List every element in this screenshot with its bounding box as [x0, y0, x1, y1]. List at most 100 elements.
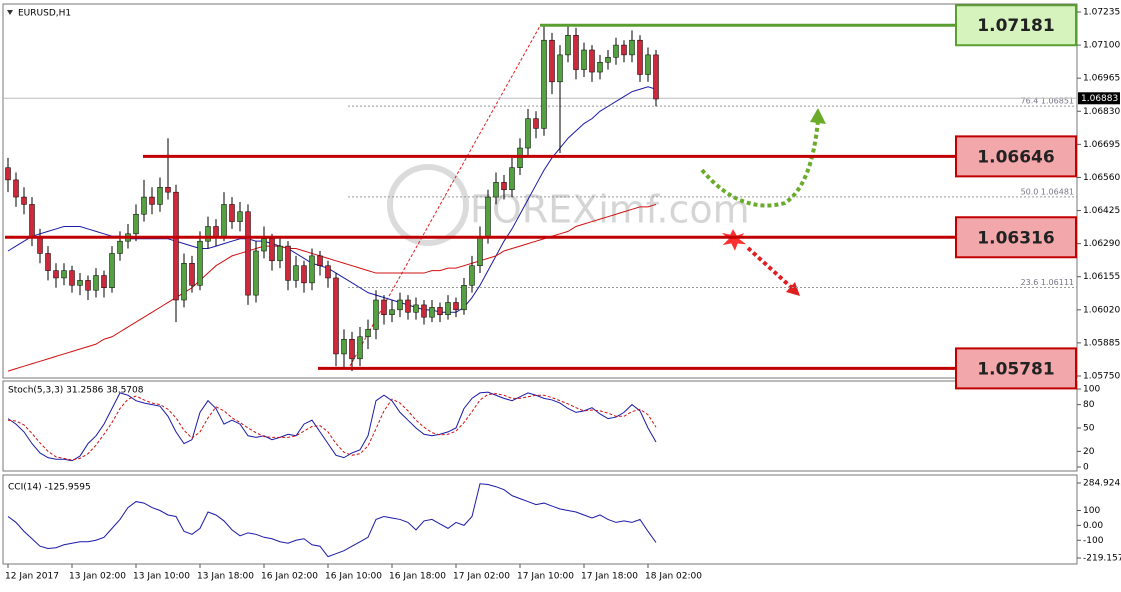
candle-body — [221, 204, 227, 237]
cci-title: CCI(14) -125.9595 — [8, 483, 91, 493]
bullish-arrowhead — [810, 108, 826, 124]
candle-body — [261, 238, 267, 252]
candle-body — [461, 285, 467, 311]
y-tick-label: 1.06965 — [1083, 74, 1120, 84]
indicator-line — [7, 483, 657, 558]
y-tick-label: 80 — [1083, 400, 1095, 410]
y-tick-label: -100 — [1083, 536, 1104, 546]
candle-body — [149, 196, 155, 205]
candle-body — [245, 211, 251, 296]
y-tick-label: 20 — [1083, 447, 1095, 457]
indicator-line — [7, 393, 657, 461]
candle-body — [637, 39, 643, 75]
candle-body — [309, 255, 315, 284]
candle-body — [405, 299, 411, 313]
candle-body — [229, 204, 235, 222]
candle-body — [589, 49, 595, 73]
candle-body — [445, 302, 451, 315]
candle-body — [69, 270, 75, 286]
y-tick-label: 0 — [1083, 463, 1089, 473]
y-tick-label: 1.06155 — [1083, 272, 1120, 282]
candle-body — [5, 167, 11, 181]
candle-body — [389, 309, 395, 315]
candle-body — [525, 118, 531, 149]
break-star — [718, 226, 750, 254]
y-tick-label: 1.07235 — [1083, 8, 1120, 18]
candle-body — [413, 304, 419, 313]
candle-body — [373, 299, 379, 330]
candle-body — [437, 307, 443, 315]
candle-body — [37, 236, 43, 254]
candle-body — [469, 265, 475, 286]
candle-body — [381, 299, 387, 315]
stoch-panel — [2, 380, 1078, 472]
candle-body — [357, 336, 363, 360]
candle-body — [101, 275, 107, 289]
candle-body — [629, 39, 635, 56]
y-tick-label: 1.06830 — [1083, 107, 1120, 117]
candle-body — [333, 277, 339, 355]
candle-body — [397, 299, 403, 311]
candle-body — [77, 280, 83, 286]
main-panel — [2, 3, 1078, 379]
y-tick-label: 100 — [1083, 506, 1100, 516]
y-tick-label: 1.05750 — [1083, 372, 1120, 382]
current-price-box — [1078, 92, 1120, 105]
candle-body — [325, 265, 331, 279]
watermark: FOREXimf.com — [387, 164, 750, 246]
candle-body — [173, 191, 179, 301]
candle-body — [557, 54, 563, 83]
candle-body — [21, 196, 27, 205]
x-tick-label: 13 Jan 02:00 — [69, 572, 126, 582]
candle-body — [549, 39, 555, 83]
main-title: EURUSD,H1 — [18, 9, 71, 19]
candle-body — [485, 196, 491, 237]
candle-body — [45, 253, 51, 271]
y-tick-label: 1.06290 — [1083, 239, 1120, 249]
candle-body — [13, 179, 19, 198]
candle-body — [277, 245, 283, 262]
y-tick-label: 1.06020 — [1083, 305, 1120, 315]
candle-body — [293, 265, 299, 281]
candle-body — [477, 236, 483, 266]
candle-body — [421, 304, 427, 318]
candle-body — [613, 44, 619, 58]
candle-body — [61, 270, 67, 279]
level-label: 1.06316 — [977, 228, 1054, 248]
cci-panel — [2, 474, 1078, 565]
candle-body — [453, 302, 459, 311]
candle-body — [133, 213, 139, 235]
candle-body — [29, 204, 35, 237]
candle-body — [341, 338, 347, 355]
candle-body — [597, 61, 603, 73]
symbol-icon — [7, 10, 13, 15]
level-label: 1.05781 — [977, 359, 1054, 379]
candle-body — [197, 240, 203, 286]
fib-label: 23.6 1.06111 — [1021, 278, 1074, 287]
candle-body — [53, 270, 59, 279]
candle-body — [213, 226, 219, 237]
x-tick-label: 17 Jan 18:00 — [581, 572, 638, 582]
candle-body — [365, 329, 371, 338]
level-label: 1.07181 — [977, 16, 1054, 36]
candle-body — [157, 187, 163, 205]
candle-body — [509, 167, 515, 190]
y-tick-label: 1.06695 — [1083, 140, 1120, 150]
candle-body — [573, 35, 579, 70]
candle-body — [653, 54, 659, 100]
candle-body — [269, 238, 275, 262]
x-tick-label: 12 Jan 2017 — [5, 572, 59, 582]
y-tick-label: 1.06425 — [1083, 206, 1120, 216]
fib-label: 76.4 1.06851 — [1021, 97, 1074, 106]
candle-body — [253, 250, 259, 296]
candle-body — [429, 307, 435, 318]
x-tick-label: 18 Jan 02:00 — [645, 572, 702, 582]
level-box — [955, 347, 1077, 390]
y-tick-label: -219.157 — [1083, 554, 1121, 564]
bearish-arrow — [746, 246, 794, 290]
y-tick-label: 50 — [1083, 424, 1095, 434]
candle-body — [285, 245, 291, 281]
fib-label: 50.0 1.06481 — [1021, 187, 1074, 196]
